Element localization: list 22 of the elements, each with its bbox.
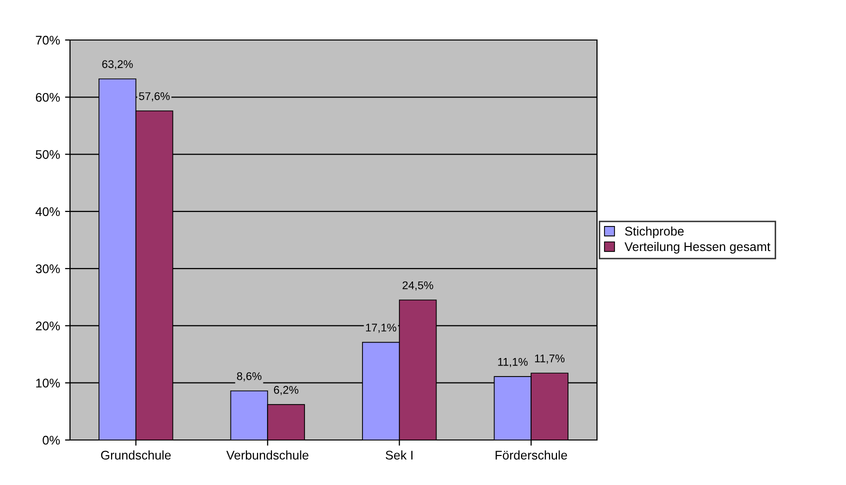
data-label: 63,2%: [102, 60, 133, 70]
y-tick-label: 10%: [36, 378, 60, 388]
data-label: 57,6%: [139, 92, 170, 102]
data-label: 6,2%: [274, 386, 298, 396]
y-tick-label: 50%: [36, 150, 60, 159]
data-label: 11,7%: [535, 354, 565, 364]
x-tick-label: Sek I: [386, 450, 412, 460]
data-label: 17,1%: [366, 324, 396, 333]
y-tick-label: 30%: [36, 264, 60, 274]
y-tick-label: 60%: [36, 92, 60, 102]
x-tick-label: Verbundschule: [226, 450, 308, 460]
y-tick-label: 40%: [36, 207, 60, 216]
x-tick-label: Grundschule: [101, 450, 171, 460]
x-tick-label: Förderschule: [496, 450, 568, 460]
legend-label: Stichprobe: [625, 226, 684, 238]
data-label: 11,1%: [498, 358, 528, 368]
y-tick-label: 0%: [42, 436, 60, 445]
y-tick-label: 20%: [36, 322, 60, 330]
legend-label: Verteilung Hessen gesamt: [624, 242, 770, 254]
y-tick-label: 70%: [36, 36, 60, 45]
data-label: 8,6%: [237, 372, 262, 382]
data-label: 24,5%: [402, 281, 434, 291]
